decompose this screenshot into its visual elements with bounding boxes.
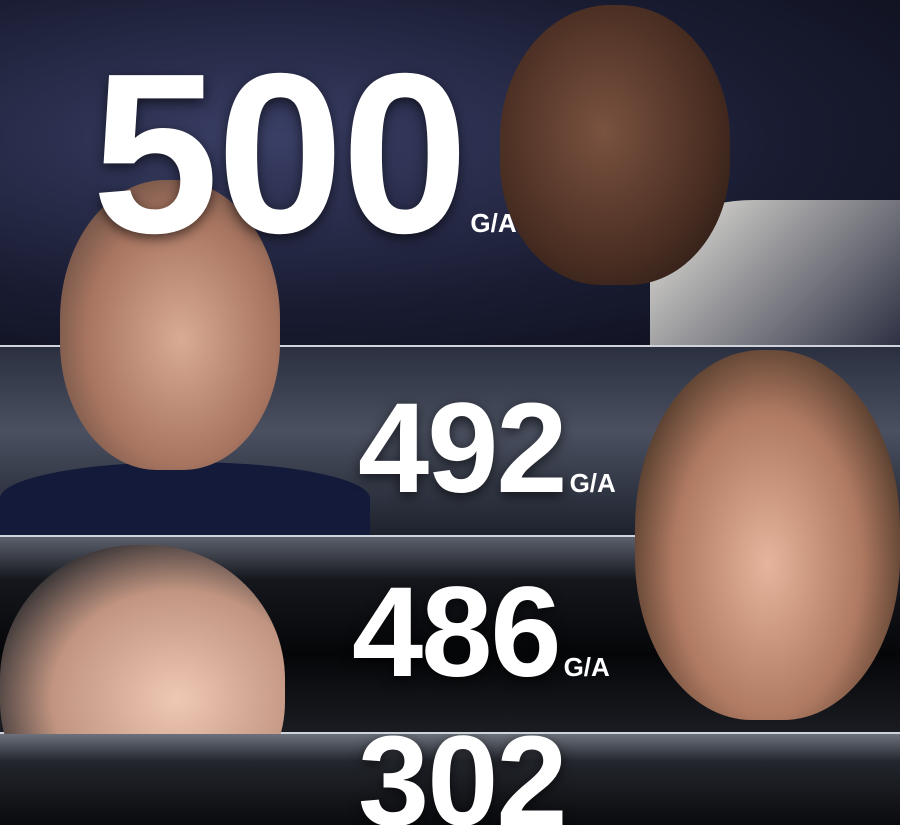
stat-unit-2: G/A bbox=[569, 468, 616, 498]
divider bbox=[0, 535, 900, 537]
player-photo-shirt bbox=[0, 462, 370, 535]
player-photo-face bbox=[60, 180, 280, 470]
player-photo-face bbox=[500, 5, 730, 285]
stat-unit-3: G/A bbox=[563, 652, 610, 682]
player-photo-face bbox=[635, 350, 900, 720]
stat-value-3: 486 bbox=[352, 561, 562, 704]
row-band-4: 302 bbox=[0, 734, 900, 825]
stat-row-3: 486 G/A bbox=[352, 569, 610, 697]
stat-unit-1: G/A bbox=[470, 208, 517, 238]
stat-row-2: 492 G/A bbox=[358, 385, 616, 513]
stat-row-1: 500 G/A bbox=[92, 40, 517, 268]
divider bbox=[0, 732, 900, 734]
stat-value-1: 500 bbox=[92, 27, 468, 281]
stat-row-4: 302 bbox=[358, 734, 568, 825]
divider bbox=[0, 345, 900, 347]
stat-value-4: 302 bbox=[358, 734, 568, 825]
stat-value-2: 492 bbox=[358, 377, 568, 520]
